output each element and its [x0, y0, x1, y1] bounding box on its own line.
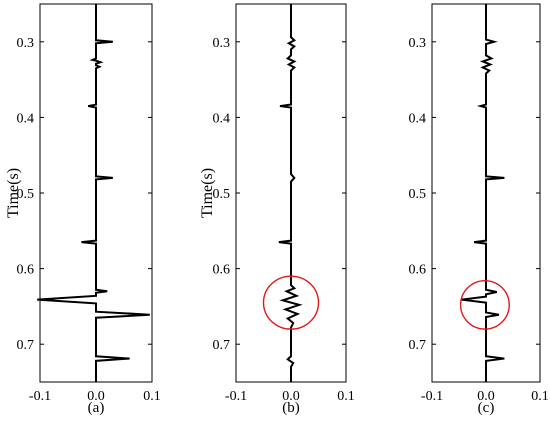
x-tick-label: 0.0 — [477, 389, 495, 404]
highlight-ellipse — [459, 279, 510, 330]
y-tick-label: 0.7 — [17, 338, 35, 353]
y-tick-label: 0.7 — [213, 338, 231, 353]
x-tick-label: 0.0 — [282, 389, 300, 404]
x-tick-label: 0.0 — [87, 389, 105, 404]
x-tick-label: 0.1 — [531, 389, 549, 404]
x-tick-label: 0.1 — [143, 389, 161, 404]
y-tick-label: 0.5 — [409, 187, 427, 202]
seismic-trace — [278, 4, 303, 382]
panel-c: 0.3 0.4 0.5 0.6 0.7 -0.1 0.0 0.1 (c) — [409, 3, 549, 416]
y-tick-label: 0.3 — [409, 36, 427, 51]
highlight-ellipse — [262, 275, 320, 330]
y-tick-label: 0.4 — [213, 111, 231, 126]
x-tick-label: -0.1 — [29, 389, 51, 404]
y-tick-label: 0.6 — [213, 263, 231, 278]
seismic-trace — [37, 4, 150, 382]
y-tick-label: 0.5 — [17, 187, 35, 202]
x-tick-label: -0.1 — [421, 389, 443, 404]
y-tick-label: 0.3 — [17, 36, 35, 51]
panel-caption: (b) — [282, 400, 300, 416]
panel-a: 0.3 0.4 0.5 0.6 0.7 -0.1 0.0 0.1 Time(s) (a) — [5, 3, 161, 416]
y-tick-label: 0.3 — [213, 36, 231, 51]
x-tick-label: -0.1 — [225, 389, 247, 404]
y-axis-label: Time(s) — [5, 168, 22, 218]
panel-b: 0.3 0.4 0.5 0.6 0.7 -0.1 0.0 0.1 Time(s) (b) — [199, 3, 355, 416]
y-tick-label: 0.5 — [213, 187, 231, 202]
x-tick-label: 0.1 — [337, 389, 355, 404]
seismic-trace — [461, 4, 505, 382]
y-tick-label: 0.7 — [409, 338, 427, 353]
y-axis-label: Time(s) — [199, 168, 216, 218]
y-tick-label: 0.4 — [409, 111, 427, 126]
y-tick-label: 0.6 — [17, 263, 35, 278]
panel-caption: (c) — [478, 400, 495, 416]
y-tick-label: 0.4 — [17, 111, 35, 126]
y-tick-label: 0.6 — [409, 263, 427, 278]
panel-caption: (a) — [88, 400, 105, 416]
